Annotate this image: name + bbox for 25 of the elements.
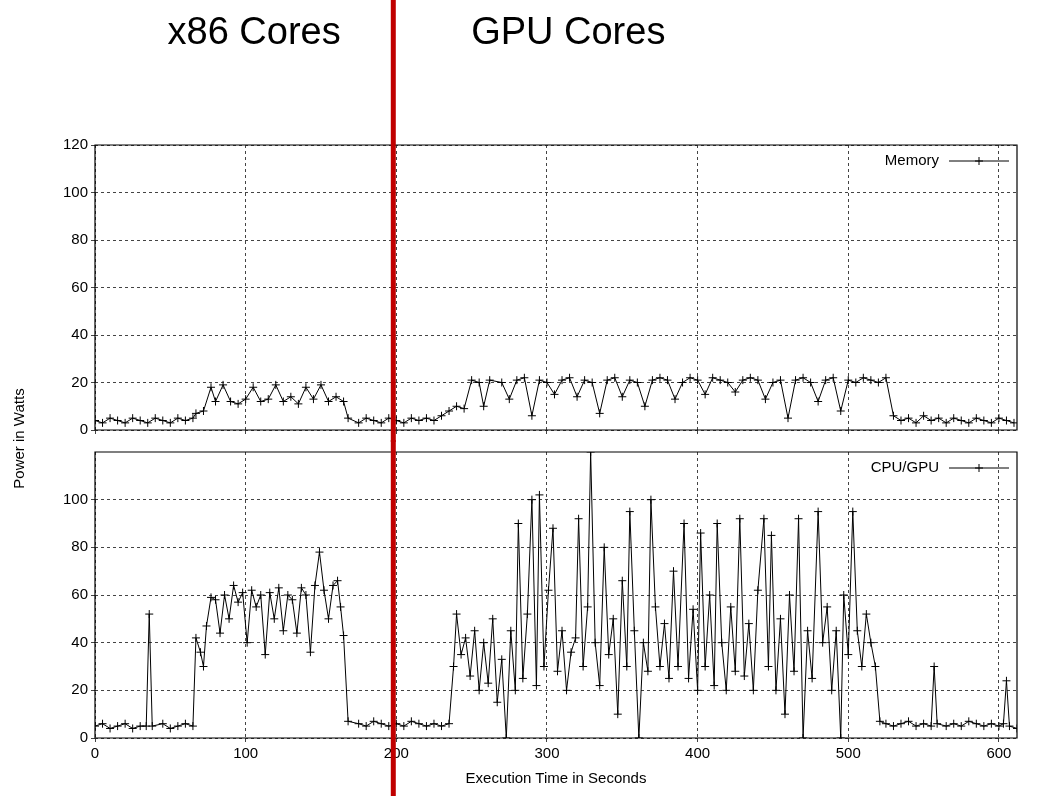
y-tick-label: 40 [71,325,88,343]
y-tick-label: 20 [71,372,88,390]
y-tick-label: 120 [62,135,88,153]
x-tick-label: 0 [90,744,100,762]
y-tick-label: 100 [62,182,88,200]
x-tick-label: 100 [233,744,259,762]
y-tick-label: 100 [62,489,88,507]
x-tick-label: 500 [835,744,861,762]
x-axis-title: Execution Time in Seconds [465,769,647,787]
text: GPU Cores [471,10,666,53]
legend-label: Memory [884,151,940,169]
y-tick-label: 60 [71,585,88,603]
y-tick-label: 0 [79,420,88,438]
y-tick-label: 40 [71,632,88,650]
x-tick-label: 300 [534,744,560,762]
y-tick-label: 60 [71,277,88,295]
legend-label: CPU/GPU [870,458,939,476]
y-tick-label: 0 [79,728,88,746]
y-tick-label: 20 [71,680,88,698]
y-tick-label: 80 [71,537,88,555]
text: x86 Cores [167,10,341,53]
y-tick-label: 80 [71,230,88,248]
x-tick-label: 400 [685,744,711,762]
x-tick-label: 600 [986,744,1012,762]
y-axis-title: Power in Watts [9,387,27,491]
